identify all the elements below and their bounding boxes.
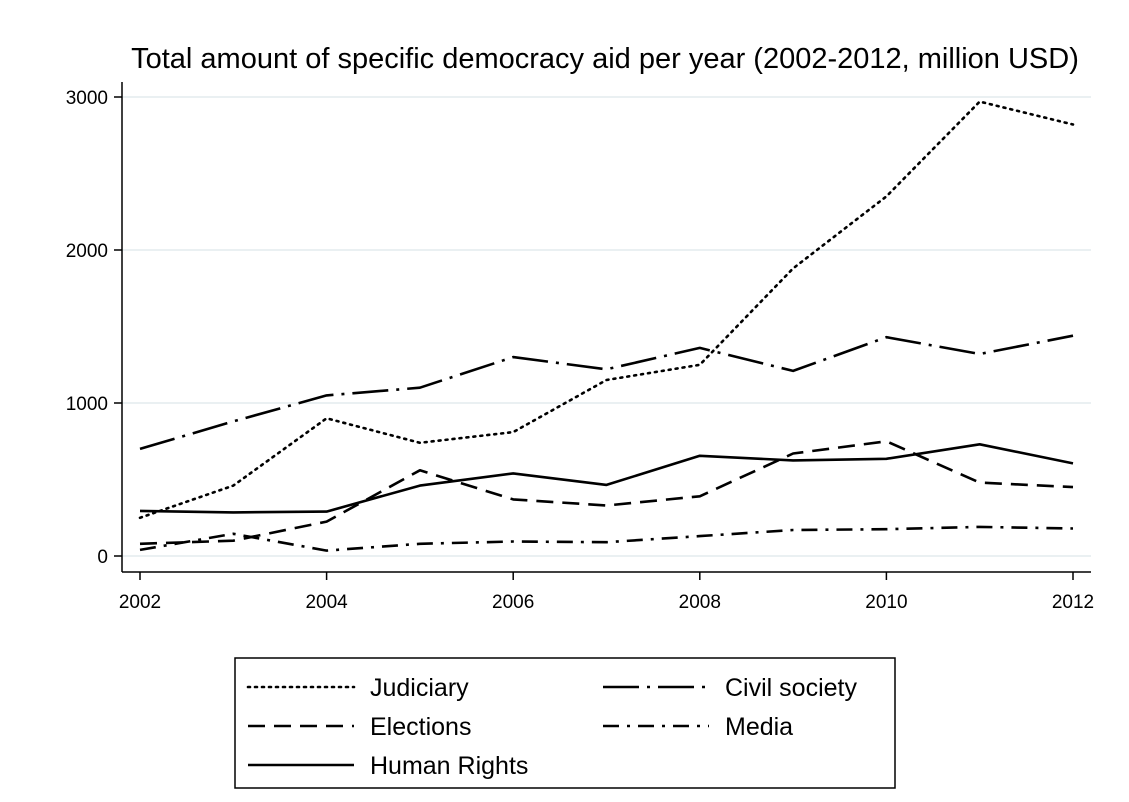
axes: 0 1000 2000 3000 2002 2004 2006 2008 2010 2012 [66, 82, 1094, 613]
legend-label: Human Rights [370, 752, 528, 780]
legend-label: Judiciary [370, 674, 469, 702]
legend: Judiciary Civil society Elections Media Huma… [234, 657, 896, 789]
chart-title: Total amount of specific democracy aid p… [131, 43, 1079, 75]
series-lines [138, 100, 1075, 552]
x-tick-label: 2010 [865, 592, 907, 613]
x-tick-label: 2004 [305, 592, 348, 613]
series-line-civil-society [139, 334, 1074, 451]
y-tick-label: 3000 [66, 88, 108, 109]
legend-label: Elections [370, 713, 471, 741]
x-tick-label: 2006 [492, 592, 534, 613]
series-line-human-rights [139, 442, 1074, 514]
y-tick-label: 2000 [66, 241, 108, 262]
x-tick-label: 2012 [1052, 592, 1094, 613]
gridlines [122, 96, 1091, 557]
legend-box [234, 657, 896, 789]
y-tick-label: 0 [97, 547, 108, 568]
y-tick-label: 1000 [66, 394, 108, 415]
x-tick-label: 2002 [119, 592, 161, 613]
legend-label: Civil society [725, 674, 857, 702]
legend-label: Media [725, 713, 793, 741]
x-tick-label: 2008 [679, 592, 721, 613]
series-line-judiciary [138, 100, 1075, 520]
series-line-media [139, 525, 1074, 552]
